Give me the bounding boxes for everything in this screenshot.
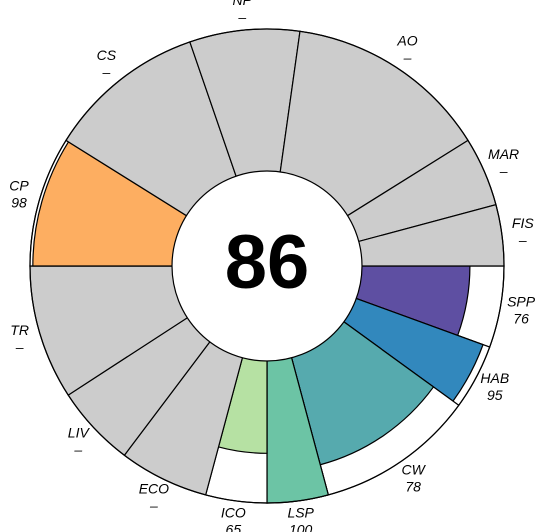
petal-label: CP: [9, 178, 29, 194]
petal-label: TR: [10, 322, 29, 338]
petal-score: 95: [487, 387, 503, 403]
outer-ring: [29, 28, 505, 504]
petal-score: –: [73, 442, 82, 458]
petal-label: CW: [401, 461, 426, 477]
petal-label: CS: [97, 47, 117, 63]
petal-label: LSP: [287, 504, 314, 520]
petal-label: AO: [396, 32, 417, 48]
petal-score: –: [15, 339, 24, 355]
petal-label: MAR: [488, 146, 519, 162]
petal-score: –: [237, 9, 246, 25]
petal-label: SPP: [507, 294, 536, 310]
petal-score: –: [499, 163, 508, 179]
inner-circle: [171, 170, 363, 362]
petal-score: 78: [405, 478, 421, 494]
petal-label: LIV: [68, 425, 91, 441]
petal-score: 65: [226, 521, 242, 532]
petal-score: –: [149, 498, 158, 514]
petal-label: ICO: [221, 504, 246, 520]
petal-score: 100: [289, 521, 313, 532]
petal-label: HAB: [480, 370, 509, 386]
petal-score: 76: [513, 311, 529, 327]
petal-score: –: [101, 64, 110, 80]
petal-label: ECO: [139, 481, 169, 497]
petal-score: –: [518, 232, 527, 248]
petal-score: 98: [11, 195, 27, 211]
center-score: 86: [225, 220, 310, 305]
petal-label: FIS: [512, 215, 534, 231]
petal-label: NP: [233, 0, 253, 8]
petal-score: –: [403, 49, 412, 65]
